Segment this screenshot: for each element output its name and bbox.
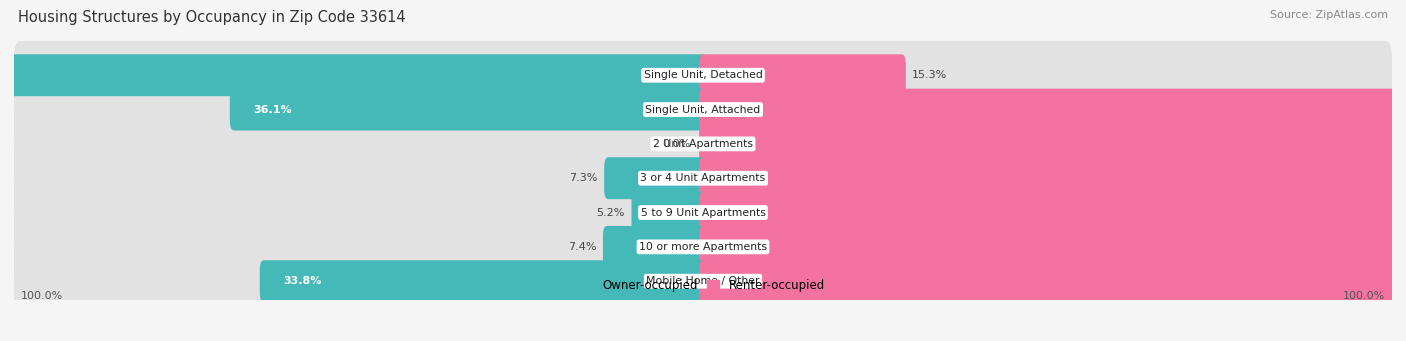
Text: 100.0%: 100.0% <box>1343 291 1385 301</box>
FancyBboxPatch shape <box>14 178 1392 247</box>
FancyBboxPatch shape <box>14 247 1392 315</box>
Text: 15.3%: 15.3% <box>912 70 948 80</box>
FancyBboxPatch shape <box>14 41 1392 109</box>
Text: Single Unit, Detached: Single Unit, Detached <box>644 70 762 80</box>
FancyBboxPatch shape <box>699 260 1406 302</box>
FancyBboxPatch shape <box>699 192 1406 234</box>
FancyBboxPatch shape <box>14 109 1392 178</box>
Text: 0.0%: 0.0% <box>662 139 690 149</box>
FancyBboxPatch shape <box>699 226 1406 268</box>
FancyBboxPatch shape <box>14 75 1392 144</box>
Text: 7.4%: 7.4% <box>568 242 596 252</box>
Text: 3 or 4 Unit Apartments: 3 or 4 Unit Apartments <box>641 173 765 183</box>
FancyBboxPatch shape <box>631 192 707 234</box>
Text: Housing Structures by Occupancy in Zip Code 33614: Housing Structures by Occupancy in Zip C… <box>18 10 406 25</box>
Text: 10 or more Apartments: 10 or more Apartments <box>638 242 768 252</box>
FancyBboxPatch shape <box>699 54 905 96</box>
FancyBboxPatch shape <box>14 212 1392 281</box>
Legend: Owner-occupied, Renter-occupied: Owner-occupied, Renter-occupied <box>576 274 830 297</box>
FancyBboxPatch shape <box>14 144 1392 212</box>
FancyBboxPatch shape <box>260 260 707 302</box>
FancyBboxPatch shape <box>0 54 707 96</box>
FancyBboxPatch shape <box>229 89 707 131</box>
Text: 5 to 9 Unit Apartments: 5 to 9 Unit Apartments <box>641 208 765 218</box>
Text: 7.3%: 7.3% <box>569 173 598 183</box>
Text: 5.2%: 5.2% <box>596 208 626 218</box>
Text: 2 Unit Apartments: 2 Unit Apartments <box>652 139 754 149</box>
FancyBboxPatch shape <box>603 226 707 268</box>
Text: Mobile Home / Other: Mobile Home / Other <box>647 276 759 286</box>
Text: 100.0%: 100.0% <box>21 291 63 301</box>
FancyBboxPatch shape <box>699 123 1406 165</box>
Text: 33.8%: 33.8% <box>283 276 322 286</box>
FancyBboxPatch shape <box>699 89 1406 131</box>
Text: Source: ZipAtlas.com: Source: ZipAtlas.com <box>1270 10 1388 20</box>
Text: 36.1%: 36.1% <box>253 105 292 115</box>
FancyBboxPatch shape <box>699 157 1406 199</box>
Text: Single Unit, Attached: Single Unit, Attached <box>645 105 761 115</box>
FancyBboxPatch shape <box>605 157 707 199</box>
